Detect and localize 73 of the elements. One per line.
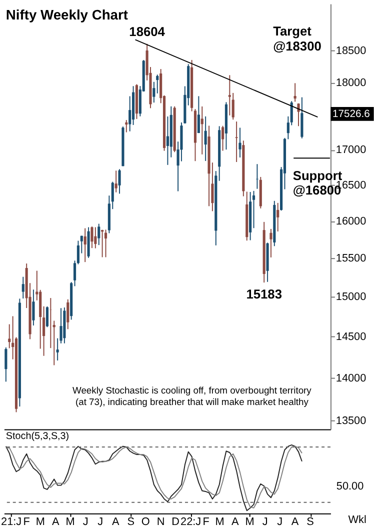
candlestick	[22, 276, 24, 299]
candlestick	[101, 229, 104, 258]
annotation: 15183	[246, 286, 282, 302]
candlestick	[49, 298, 52, 349]
text: Wkl	[348, 514, 366, 526]
candlestick	[98, 223, 100, 246]
candlestick	[276, 202, 280, 232]
x-tick-label: O	[141, 516, 150, 528]
annotation: 18604	[129, 24, 166, 39]
x-tick-label: M	[245, 516, 254, 528]
candlestick	[204, 116, 207, 162]
candlestick	[104, 229, 108, 258]
candlestick	[228, 74, 231, 116]
x-tick-label: J	[98, 516, 104, 528]
candlestick	[46, 306, 49, 328]
candlestick	[90, 226, 94, 249]
annotation: Target @18300	[273, 23, 322, 54]
candlestick	[128, 96, 132, 132]
x-tick-label: J	[82, 516, 88, 528]
candlestick	[66, 298, 70, 330]
candlestick	[270, 228, 272, 258]
chart-title: Stoch(5,3,S,3)	[6, 431, 70, 442]
x-tick-label: J	[262, 516, 268, 528]
candlestick	[221, 125, 224, 152]
x-tick-label: J	[277, 516, 283, 528]
y-tick-label: 13500	[336, 414, 366, 427]
candlestick	[32, 289, 35, 326]
candlestick	[8, 324, 11, 349]
candlestick	[300, 96, 304, 139]
candlestick	[235, 121, 238, 162]
annotation: 17526.6	[332, 108, 370, 120]
x-tick-label: A	[231, 516, 240, 528]
x-tick-label: 22:J	[180, 516, 202, 528]
x-tick-label: A	[291, 516, 300, 528]
x-tick-label: A	[52, 516, 60, 528]
y-tick-label: 18000	[336, 77, 366, 90]
y-tick-label: 18500	[336, 44, 366, 57]
annotation: Weekly Stochastic is cooling off, from overbought territory (at 73), indicating breather that will make market healthy	[72, 384, 312, 408]
x-tick-label: 21:J	[1, 516, 22, 528]
x-tick-label: A	[112, 516, 120, 528]
candlestick	[294, 82, 296, 102]
x-tick-label: M	[215, 516, 224, 528]
candlestick	[52, 320, 56, 366]
candlestick	[114, 170, 118, 193]
candlestick	[4, 346, 8, 382]
y-tick-label: 15000	[336, 291, 366, 304]
y-tick-label: 16000	[336, 215, 366, 228]
chart-title: Nifty Weekly Chart	[6, 6, 128, 23]
candlestick	[232, 92, 234, 120]
y-tick-label: 14000	[336, 372, 366, 384]
x-tick-label: F	[23, 516, 30, 528]
candlestick	[200, 106, 204, 155]
x-tick-label: M	[36, 516, 45, 528]
y-tick-label: 15500	[336, 252, 366, 265]
candlestick	[152, 81, 156, 104]
candlestick	[118, 168, 121, 194]
candlestick	[156, 74, 159, 94]
candlestick	[125, 120, 128, 133]
x-tick-label: S	[127, 516, 134, 528]
text: 50.00	[336, 480, 364, 493]
candlestick	[197, 96, 200, 134]
candlestick	[256, 164, 258, 190]
y-tick-label: 17000	[336, 144, 366, 156]
x-tick-label: D	[172, 516, 180, 528]
candlestick	[84, 228, 86, 263]
candlestick	[94, 226, 97, 249]
x-tick-label: N	[156, 516, 165, 528]
candlestick	[238, 127, 242, 158]
candlestick	[166, 116, 169, 166]
x-tick-label: F	[202, 516, 210, 528]
x-tick-label: S	[306, 516, 314, 528]
x-tick-label: M	[66, 516, 75, 528]
y-tick-label: 14500	[336, 331, 366, 344]
